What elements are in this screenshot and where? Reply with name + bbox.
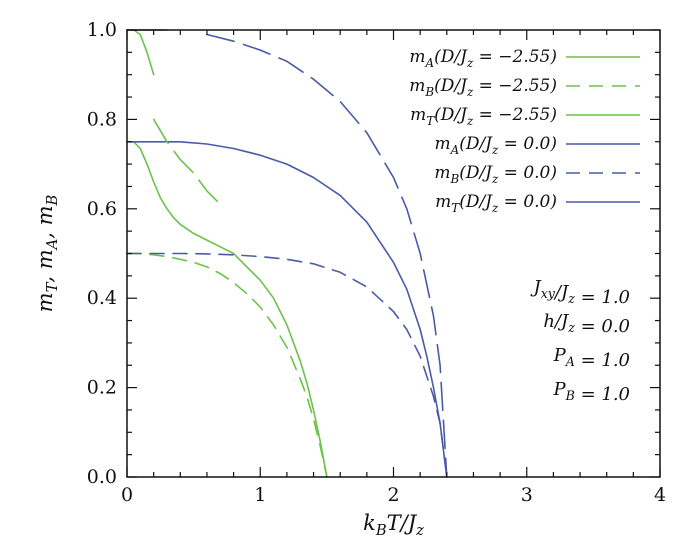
y-tick-label: 0.6 xyxy=(87,198,117,220)
x-axis-label: kBT/Jz xyxy=(363,511,424,539)
y-tick-label: 0.4 xyxy=(87,287,117,309)
series-line-6 xyxy=(126,141,448,478)
legend: mA(D/Jz = −2.55) mB(D/Jz = −2.55) mT(D/Jz … xyxy=(409,47,640,215)
x-tick-label: 4 xyxy=(654,484,666,506)
parameter-annotations: Jxy/Jz = 1.0 h/Jz = 0.0 PA = 1.0 PB = 1.0 xyxy=(529,277,630,405)
x-tick-label: 1 xyxy=(254,484,266,506)
param-p-a-1-0: PA = 1.0 xyxy=(553,345,630,371)
series-line-7 xyxy=(152,118,222,206)
legend-label-m-b-d-j-z-0-0: mB(D/Jz = 0.0) xyxy=(434,163,557,186)
y-tick-label: 0.0 xyxy=(87,466,117,488)
param-p-b-1-0: PB = 1.0 xyxy=(552,379,630,405)
param-j-xy-j-z-1-0: Jxy/Jz = 1.0 xyxy=(529,277,630,308)
y-tick-label: 0.2 xyxy=(87,377,117,399)
axis-labels: kBT/Jz mT, mA, mB xyxy=(33,194,424,539)
param-h-j-z-0-0: h/Jz = 0.0 xyxy=(543,311,630,337)
x-tick-label: 0 xyxy=(121,484,133,506)
series-line-3 xyxy=(126,141,328,478)
legend-label-m-t-d-j-z-2-55: mT(D/Jz = −2.55) xyxy=(410,105,557,128)
x-tick-label: 2 xyxy=(387,484,399,506)
legend-label-m-t-d-j-z-0-0: mT(D/Jz = 0.0) xyxy=(435,192,557,215)
curves-layer xyxy=(126,29,448,478)
series-line-2 xyxy=(126,252,328,478)
y-tick-label: 1.0 xyxy=(87,19,117,41)
series-line-8 xyxy=(206,33,448,478)
series-line-5 xyxy=(126,252,448,478)
y-tick-label: 0.8 xyxy=(87,108,117,130)
tick-labels: 0 1 2 3 4 0.0 0.2 0.4 0.6 0.8 1.0 xyxy=(87,19,666,506)
legend-label-m-a-d-j-z-0-0: mA(D/Jz = 0.0) xyxy=(434,134,557,157)
legend-label-m-a-d-j-z-2-55: mA(D/Jz = −2.55) xyxy=(409,47,557,70)
legend-label-m-b-d-j-z-2-55: mB(D/Jz = −2.55) xyxy=(409,76,557,99)
y-axis-label: mT, mA, mB xyxy=(33,194,61,312)
axis-ticks xyxy=(126,29,661,478)
x-tick-label: 3 xyxy=(521,484,533,506)
